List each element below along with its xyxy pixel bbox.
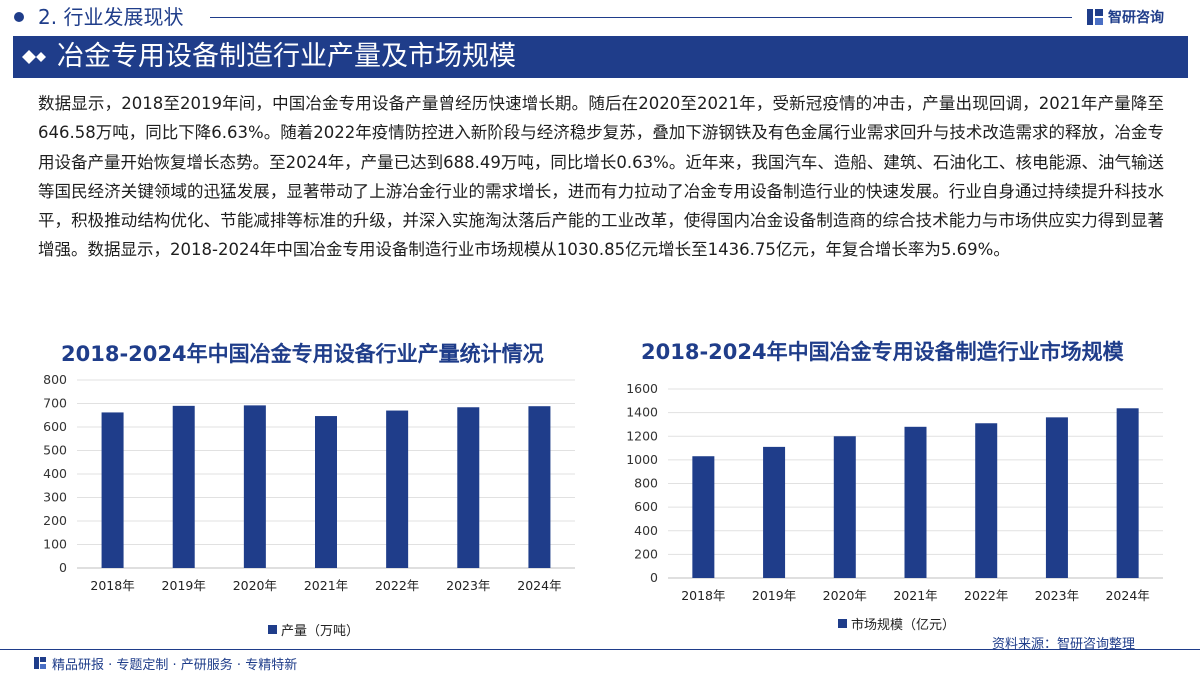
- chart1-x-tick-label: 2020年: [233, 578, 277, 593]
- section-title: 2. 行业发展现状: [38, 5, 184, 29]
- chart1-y-tick-label: 400: [43, 466, 67, 481]
- chart2-y-tick-label: 400: [634, 523, 658, 538]
- chart1-y-tick-label: 0: [59, 560, 67, 575]
- chart2-x-tick-label: 2024年: [1105, 588, 1149, 603]
- chart2-x-tick-label: 2022年: [964, 588, 1008, 603]
- chart2-y-tick-label: 1400: [626, 405, 658, 420]
- chart2-x-tick-label: 2019年: [752, 588, 796, 603]
- chart1-y-tick-label: 300: [43, 490, 67, 505]
- chart1-y-tick-label: 200: [43, 513, 67, 528]
- title-bar: 冶金专用设备制造行业产量及市场规模: [13, 36, 1188, 78]
- chart2-y-tick-label: 1200: [626, 428, 658, 443]
- chart1-x-tick-label: 2019年: [162, 578, 206, 593]
- chart2-y-tick-label: 1600: [626, 381, 658, 396]
- chart2-bar: [1045, 417, 1068, 578]
- chart2-x-tick-label: 2023年: [1035, 588, 1079, 603]
- chart2-bar: [904, 426, 927, 578]
- chart1-y-tick-label: 700: [43, 396, 67, 411]
- chart1-x-tick-label: 2023年: [446, 578, 490, 593]
- body-paragraph: 数据显示，2018至2019年间，中国冶金专用设备产量曾经历快速增长期。随后在2…: [38, 94, 1164, 260]
- chart1-y-tick-label: 800: [43, 372, 67, 387]
- section-bullet: [14, 12, 24, 22]
- brand-logo: 智研咨询: [1086, 5, 1164, 29]
- brand-name: 智研咨询: [1108, 10, 1164, 26]
- chart1-bar: [315, 416, 337, 568]
- page-title: 冶金专用设备制造行业产量及市场规模: [57, 41, 516, 72]
- legend-swatch: [268, 625, 277, 634]
- chart1-bar: [243, 405, 266, 568]
- chart1-legend: 产量（万吨）: [268, 620, 359, 639]
- brand-icon: [1087, 9, 1103, 25]
- chart2-x-tick-label: 2020年: [823, 588, 867, 603]
- chart1-bar: [386, 410, 409, 568]
- section-divider: [210, 17, 1072, 18]
- chart1-y-tick-label: 500: [43, 443, 67, 458]
- chart2-bar: [975, 423, 998, 578]
- chart2-y-tick-label: 1000: [626, 452, 658, 467]
- chart1-y-tick-label: 600: [43, 419, 67, 434]
- chart2-bar: [763, 446, 786, 578]
- data-source: 资料来源：智研咨询整理: [992, 637, 1136, 652]
- chart1-bar: [101, 412, 124, 568]
- chart2-y-tick-label: 800: [634, 476, 658, 491]
- legend-swatch: [838, 619, 847, 628]
- chart2-y-tick-label: 0: [650, 570, 658, 585]
- chart2-bar: [692, 456, 715, 578]
- chart1-y-tick-label: 100: [43, 537, 67, 552]
- chart1-bar: [172, 405, 195, 568]
- chart2-title: 2018-2024年中国冶金专用设备制造行业市场规模: [641, 340, 1124, 364]
- chart2-bar: [1116, 408, 1139, 578]
- chart2-x-tick-label: 2018年: [681, 588, 725, 603]
- chart2-legend: 市场规模（亿元）: [838, 614, 955, 633]
- diamond-icon: [22, 50, 46, 64]
- chart2-legend-label: 市场规模（亿元）: [851, 618, 956, 633]
- chart1-bar: [457, 407, 480, 568]
- chart2-x-tick-label: 2021年: [893, 588, 937, 603]
- footer-divider: [0, 649, 1200, 650]
- chart1-x-tick-label: 2021年: [304, 578, 348, 593]
- chart1-x-tick-label: 2022年: [375, 578, 419, 593]
- chart1-x-tick-label: 2024年: [517, 578, 561, 593]
- chart1-title: 2018-2024年中国冶金专用设备行业产量统计情况: [61, 342, 544, 366]
- chart1-bar: [528, 406, 551, 568]
- chart1-legend-label: 产量（万吨）: [281, 624, 360, 639]
- chart2-bar: [833, 436, 856, 578]
- chart2-y-tick-label: 600: [634, 499, 658, 514]
- footer-tagline: 精品研报 · 专题定制 · 产研服务 · 专精特新: [52, 657, 298, 673]
- chart1-x-tick-label: 2018年: [90, 578, 134, 593]
- brand-icon: [34, 657, 46, 669]
- section-header: 2. 行业发展现状 智研咨询: [0, 0, 1200, 34]
- footer: 精品研报 · 专题定制 · 产研服务 · 专精特新: [33, 654, 298, 673]
- chart2-y-tick-label: 200: [634, 546, 658, 561]
